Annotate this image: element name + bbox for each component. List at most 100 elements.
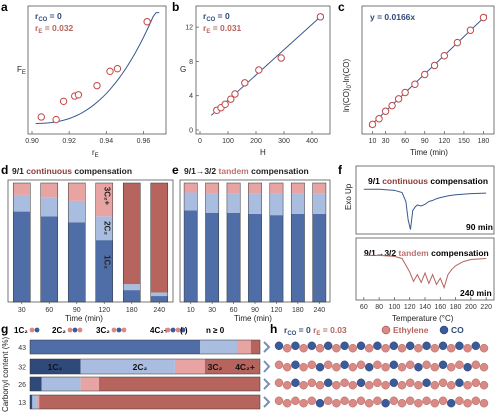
ethylene-bead: [479, 399, 489, 408]
panel-c-label: c: [338, 0, 345, 14]
panel-g-row-label: 43: [18, 345, 26, 352]
panel-g-row2-label: 2C₂: [133, 362, 148, 372]
ethylene-bead: [274, 378, 284, 387]
panel-f-xtick-label: 120: [404, 304, 416, 311]
ethylene-legend-icon: [381, 325, 391, 335]
ethylene-bead: [332, 381, 341, 390]
panel-e-bar-2c2: [226, 193, 241, 213]
panel-f-bot-title: 9/1→3/2 tandem compensation: [364, 248, 489, 258]
panel-b-ytick-label: 8: [189, 59, 193, 66]
ethylene-bead: [479, 344, 489, 353]
panel-c-point: [381, 107, 390, 115]
ethylene-bead: [430, 381, 439, 390]
panel-b-ytick-label: 12: [185, 25, 193, 32]
panel-c-point: [453, 38, 462, 47]
panel-b-ytick-label: 4: [189, 93, 193, 100]
panel-g-bar-seg: [41, 377, 81, 391]
ethylene-bead: [471, 396, 480, 405]
ethylene-bead: [283, 344, 292, 353]
panel-f-ylabel: Exo Up: [344, 183, 353, 210]
panel-g-legend-bead: [72, 327, 78, 333]
panel-e-bar-3c2: [312, 183, 326, 194]
ethylene-bead: [332, 399, 341, 408]
panel-b-point: [255, 66, 263, 74]
ethylene-bead: [373, 360, 382, 369]
ethylene-bead: [406, 396, 415, 405]
panel-d-bar-3c2: [150, 183, 168, 293]
ethylene-bead: [340, 396, 349, 405]
panel-c-point: [401, 88, 409, 97]
co-bead: [315, 399, 325, 408]
panel-e: e 9/1→3/2 tandem compensation 10 30 60 90 12…: [172, 163, 331, 323]
panel-a-point: [59, 97, 68, 106]
panel-e-bar-1c2: [184, 210, 198, 302]
panel-d-bar-1c2: [40, 216, 58, 302]
ethylene-bead: [463, 399, 472, 408]
panel-e-bar-1c2: [269, 215, 284, 302]
panel-d-xtick-label: 240: [153, 307, 165, 314]
panel-c-ann-eq: y = 0.0166x: [370, 12, 415, 22]
ethylene-bead: [348, 381, 357, 390]
panel-d-xtick-label: 90: [73, 307, 81, 314]
ethylene-bead: [291, 396, 300, 405]
panel-f-xtick-label: 200: [465, 304, 477, 311]
ethylene-bead: [389, 396, 398, 405]
panel-g-row-arrow: [263, 378, 271, 390]
ethylene-bead: [381, 344, 390, 353]
ethylene-bead: [356, 396, 366, 405]
panel-e-xtick-label: 10: [187, 307, 195, 314]
co-bead: [455, 378, 464, 387]
co-bead: [471, 341, 480, 350]
panel-f-xtick-label: 60: [360, 304, 368, 311]
panel-g-legend-bead: [34, 327, 40, 333]
panel-g-bar-outline: [29, 358, 261, 375]
panel-c-xtick-label: 150: [458, 138, 470, 145]
ethylene-bead: [299, 363, 308, 372]
ethylene-bead: [414, 381, 423, 390]
panel-h-legend-co: CO: [451, 325, 464, 335]
panel-a-xtick-label: 0.90: [25, 138, 39, 145]
panel-g-legend-label: 4C₂+: [150, 326, 169, 335]
panel-f-xtick-label: 220: [480, 304, 492, 311]
panel-d: d 9/1 continuous compensation 30 60 90 120 1…: [1, 163, 174, 323]
panel-h-label: h: [270, 322, 277, 336]
panel-e-bar-2c2: [205, 193, 219, 213]
panel-e-bar-1c2: [248, 213, 262, 302]
panel-g-legend-bead: [67, 327, 73, 333]
panel-g-bar-seg: [32, 395, 37, 409]
panel-g-bar-seg: [99, 377, 260, 391]
panel-e-xtick-label: 120: [271, 307, 283, 314]
panel-c-point: [421, 70, 429, 79]
panel-b-plot: 0 100 200 300 400 0 4 8 12: [185, 13, 325, 145]
ethylene-bead: [447, 344, 456, 353]
panel-a-xlabel: rE: [92, 148, 99, 159]
panel-d-label: d: [1, 163, 8, 177]
ethylene-bead: [479, 363, 489, 372]
ethylene-bead: [274, 360, 284, 369]
panel-f-top-frame: [355, 165, 495, 235]
panel-b-point: [316, 13, 325, 21]
panel-g-legend-label: 1C₂: [14, 326, 28, 335]
ethylene-bead: [307, 378, 316, 387]
ethylene-bead: [315, 344, 325, 353]
panel-g-legend-n: n ≥ 0: [206, 326, 225, 335]
co-bead: [340, 341, 349, 350]
panel-a-ann-rco: rCO = 0: [35, 11, 62, 23]
panel-d-seg-label: 3C₂+: [102, 187, 111, 206]
panel-g-legend-bead: [175, 327, 181, 333]
panel-g-row-arrow: [263, 341, 271, 353]
panel-e-bar-3c2: [291, 183, 305, 194]
co-bead: [373, 341, 382, 350]
panel-e-title: 9/1→3/2 tandem compensation: [184, 166, 309, 176]
ethylene-bead: [414, 399, 423, 408]
co-bead: [291, 378, 300, 387]
panel-d-title: 9/1 continuous compensation: [12, 166, 132, 176]
panel-g-bar-seg: [30, 359, 81, 374]
panel-h-ann: rCO = 0 rE = 0.03: [284, 325, 347, 337]
panel-g-bar-outline: [29, 339, 261, 355]
co-bead: [356, 341, 366, 350]
panel-g-bar-seg: [39, 395, 261, 409]
ethylene-bead: [283, 399, 292, 408]
ethylene-bead: [406, 378, 415, 387]
